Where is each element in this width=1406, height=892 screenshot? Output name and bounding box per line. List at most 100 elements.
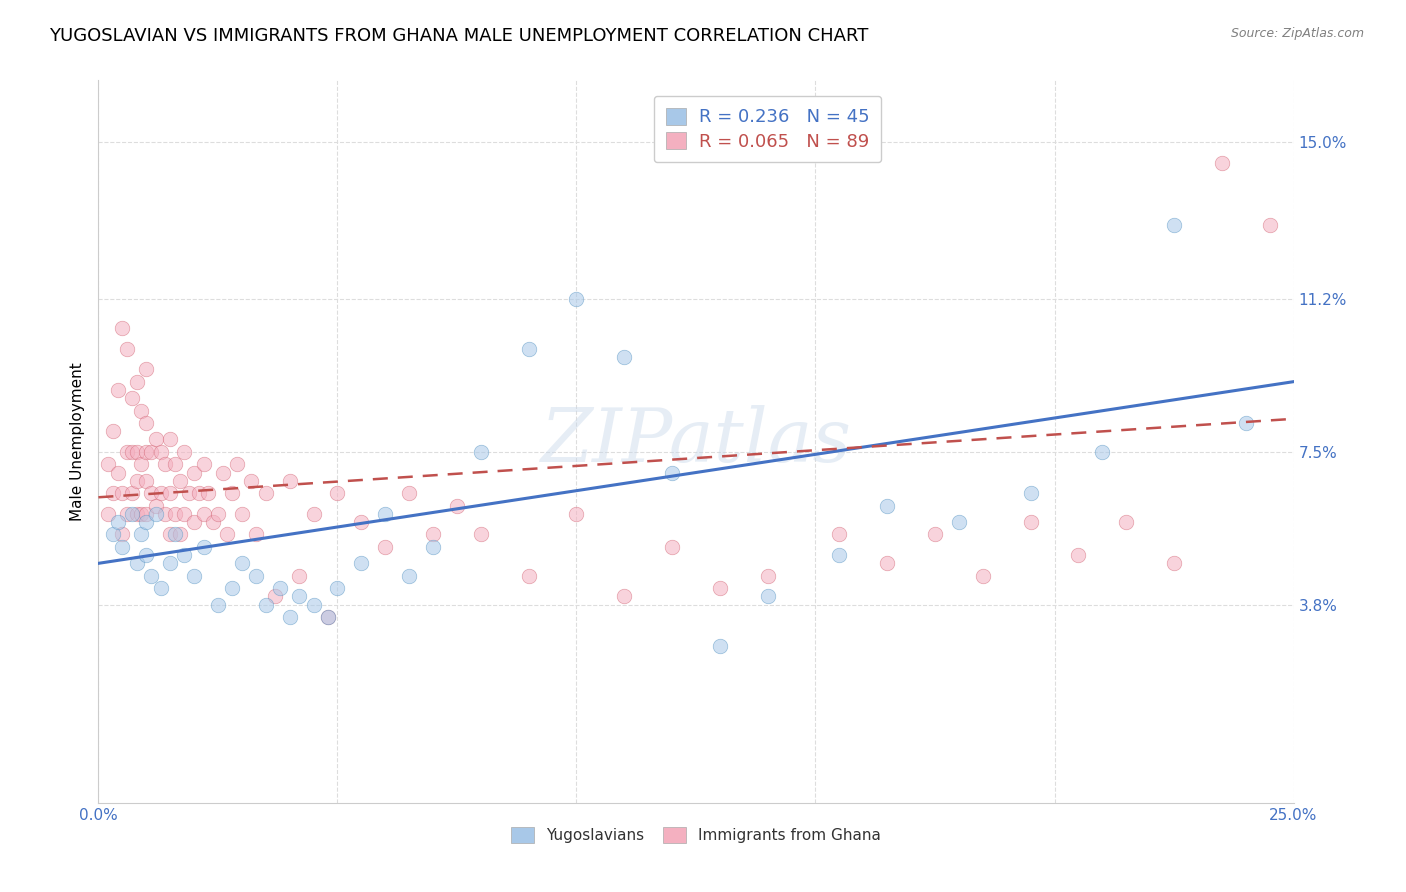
Point [125,507,148,521]
Point [111,527,134,541]
Point [135,515,157,529]
Point [613,590,636,604]
Point [240,474,263,488]
Point [1163,557,1185,571]
Point [398,486,420,500]
Point [159,557,181,571]
Point [139,568,162,582]
Point [226,457,249,471]
Point [221,581,243,595]
Point [565,292,588,306]
Point [149,486,172,500]
Legend: Yugoslavians, Immigrants from Ghana: Yugoslavians, Immigrants from Ghana [505,822,887,849]
Point [135,548,157,562]
Point [121,391,143,405]
Point [145,507,167,521]
Point [115,342,138,356]
Point [254,598,277,612]
Point [264,590,287,604]
Point [145,433,167,447]
Point [193,457,215,471]
Point [1211,156,1233,170]
Point [398,568,420,582]
Point [169,474,191,488]
Point [828,548,851,562]
Point [197,486,219,500]
Point [231,557,253,571]
Point [193,540,215,554]
Point [876,557,898,571]
Point [135,507,157,521]
Point [1019,486,1042,500]
Point [107,383,129,397]
Y-axis label: Male Unemployment: Male Unemployment [69,362,84,521]
Point [135,474,157,488]
Point [183,568,205,582]
Point [121,507,143,521]
Point [183,515,205,529]
Point [709,639,731,653]
Point [139,445,162,459]
Point [125,375,148,389]
Point [101,424,124,438]
Point [159,486,181,500]
Point [155,507,177,521]
Text: YUGOSLAVIAN VS IMMIGRANTS FROM GHANA MALE UNEMPLOYMENT CORRELATION CHART: YUGOSLAVIAN VS IMMIGRANTS FROM GHANA MAL… [49,27,869,45]
Point [828,527,851,541]
Point [565,507,588,521]
Point [169,527,191,541]
Point [173,548,195,562]
Point [111,321,134,335]
Point [101,527,124,541]
Point [107,466,129,480]
Point [155,457,177,471]
Point [326,486,349,500]
Point [159,433,181,447]
Point [924,527,946,541]
Point [288,568,311,582]
Point [1163,218,1185,232]
Point [245,568,267,582]
Point [948,515,970,529]
Point [139,486,162,500]
Point [446,499,468,513]
Point [221,486,243,500]
Point [302,507,325,521]
Point [135,445,157,459]
Point [326,581,349,595]
Point [350,557,373,571]
Point [374,507,396,521]
Point [183,466,205,480]
Point [121,486,143,500]
Point [173,445,195,459]
Point [217,527,239,541]
Point [302,598,325,612]
Point [131,507,153,521]
Point [517,568,540,582]
Point [316,610,339,624]
Point [97,507,120,521]
Point [159,527,181,541]
Point [278,474,301,488]
Point [207,507,229,521]
Point [107,515,129,529]
Point [756,568,779,582]
Point [245,527,267,541]
Point [613,350,636,364]
Point [131,527,153,541]
Point [1234,416,1257,430]
Point [149,581,172,595]
Point [374,540,396,554]
Point [517,342,540,356]
Point [1019,515,1042,529]
Point [876,499,898,513]
Point [1091,445,1114,459]
Point [470,445,492,459]
Point [163,457,186,471]
Point [193,507,215,521]
Point [661,540,683,554]
Point [1258,218,1281,232]
Point [202,515,225,529]
Point [163,507,186,521]
Point [97,457,120,471]
